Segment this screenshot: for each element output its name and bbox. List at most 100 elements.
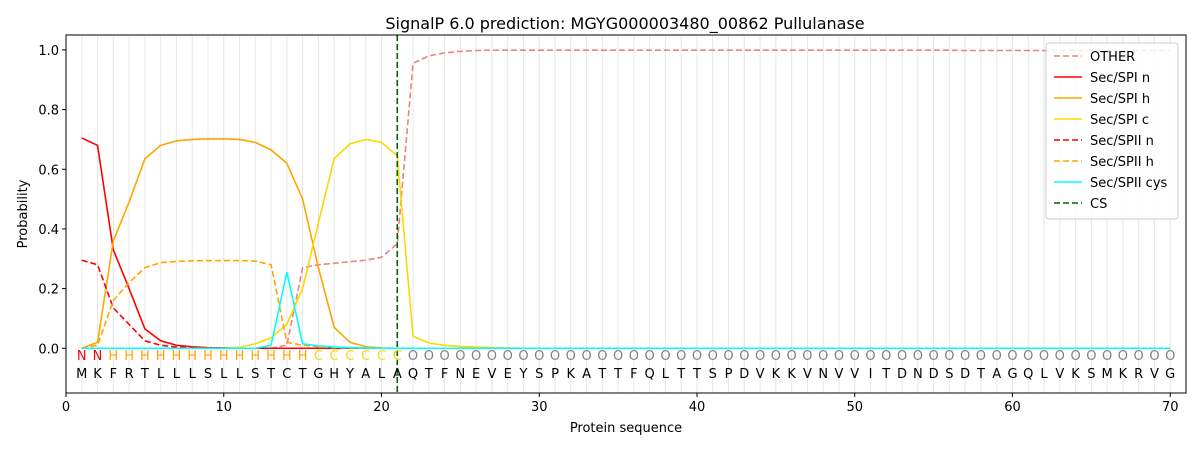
- residue-label: T: [976, 367, 985, 382]
- legend-label: Sec/SPII h: [1090, 155, 1154, 170]
- residue-label: V: [835, 367, 844, 382]
- region-label: O: [597, 349, 607, 364]
- region-label: O: [818, 349, 828, 364]
- residue-label: A: [992, 367, 1001, 382]
- region-label: O: [865, 349, 875, 364]
- region-label: O: [1086, 349, 1096, 364]
- residue-label: E: [472, 367, 480, 382]
- x-tick-label: 30: [531, 400, 548, 415]
- region-label: H: [298, 349, 308, 364]
- residue-label: L: [157, 367, 165, 382]
- axis-layer: 0 10 20 30 40 50 60 70 0.0 0.2 0.4 0.6 0.8 1.0: [38, 44, 1178, 415]
- y-tick-label: 0.8: [38, 104, 59, 119]
- legend-box: [1045, 42, 1179, 220]
- y-tick-label: 1.0: [38, 44, 59, 59]
- residue-label: D: [929, 367, 939, 382]
- plot-frame: [65, 34, 1187, 394]
- residue-label: R: [1134, 367, 1143, 382]
- residue-label: V: [487, 367, 496, 382]
- region-label: O: [534, 349, 544, 364]
- region-label: H: [282, 349, 292, 364]
- residue-label: L: [220, 367, 228, 382]
- region-label: O: [692, 349, 702, 364]
- residue-label: Q: [408, 367, 418, 382]
- residue-label: I: [869, 367, 873, 382]
- region-label: O: [566, 349, 576, 364]
- region-label: N: [93, 349, 103, 364]
- legend-label: Sec/SPI h: [1090, 92, 1150, 107]
- x-tick-label: 60: [1004, 400, 1021, 415]
- region-label: C: [361, 349, 370, 364]
- residue-label: S: [204, 367, 212, 382]
- region-label: H: [124, 349, 134, 364]
- y-tick-label: 0.4: [38, 223, 59, 238]
- residue-label: Y: [518, 367, 527, 382]
- region-label: O: [613, 349, 623, 364]
- residue-label: P: [551, 367, 559, 382]
- region-label: H: [235, 349, 245, 364]
- region-label: H: [108, 349, 118, 364]
- y-tick-label: 0.0: [38, 342, 59, 357]
- residue-label: H: [329, 367, 339, 382]
- region-label: O: [424, 349, 434, 364]
- region-label: H: [187, 349, 197, 364]
- residue-label: F: [630, 367, 637, 382]
- region-label: O: [1023, 349, 1033, 364]
- residue-label: S: [535, 367, 543, 382]
- residue-label: E: [504, 367, 512, 382]
- legend-label: Sec/SPI n: [1090, 71, 1150, 86]
- residue-label: N: [455, 367, 465, 382]
- region-label: O: [1149, 349, 1159, 364]
- region-label: O: [1134, 349, 1144, 364]
- residue-label: L: [236, 367, 244, 382]
- residue-label: S: [251, 367, 259, 382]
- residue-label: V: [850, 367, 859, 382]
- grid-layer: [81, 35, 1171, 393]
- x-tick-label: 40: [689, 400, 706, 415]
- residue-label: G: [1165, 367, 1175, 382]
- residue-label: G: [1007, 367, 1017, 382]
- region-label: O: [787, 349, 797, 364]
- region-label: O: [723, 349, 733, 364]
- residue-label: T: [881, 367, 890, 382]
- legend-label: Sec/SPI c: [1090, 113, 1149, 128]
- legend: OTHER Sec/SPI n Sec/SPI h Sec/SPI c Sec/SPII…: [1045, 42, 1179, 220]
- region-label: O: [976, 349, 986, 364]
- residue-label: Q: [1023, 367, 1033, 382]
- series-line: [81, 272, 1171, 350]
- region-label: O: [1165, 349, 1175, 364]
- x-axis-label: Protein sequence: [570, 421, 682, 436]
- residue-label: F: [110, 367, 117, 382]
- residue-label: Y: [345, 367, 354, 382]
- region-label: O: [739, 349, 749, 364]
- region-label: C: [377, 349, 386, 364]
- region-label: H: [140, 349, 150, 364]
- residue-label: F: [441, 367, 448, 382]
- region-label: O: [518, 349, 528, 364]
- residue-label: T: [597, 367, 606, 382]
- residue-label: V: [1055, 367, 1064, 382]
- series-line: [81, 138, 1171, 350]
- series-line: [81, 259, 1171, 350]
- x-tick-label: 0: [62, 400, 70, 415]
- region-label: O: [1118, 349, 1128, 364]
- residue-label: L: [378, 367, 386, 382]
- region-label: H: [156, 349, 166, 364]
- residue-label: M: [1102, 367, 1113, 382]
- residue-label: V: [1150, 367, 1159, 382]
- region-label: O: [629, 349, 639, 364]
- x-tick-label: 50: [846, 400, 863, 415]
- residue-label: S: [1087, 367, 1095, 382]
- region-label: C: [314, 349, 323, 364]
- region-label: O: [850, 349, 860, 364]
- residue-label: S: [709, 367, 717, 382]
- region-label: O: [503, 349, 513, 364]
- region-label: O: [1007, 349, 1017, 364]
- region-label: O: [897, 349, 907, 364]
- region-label: H: [172, 349, 182, 364]
- residue-label: K: [1071, 367, 1080, 382]
- residue-label: P: [725, 367, 733, 382]
- residue-label: T: [692, 367, 701, 382]
